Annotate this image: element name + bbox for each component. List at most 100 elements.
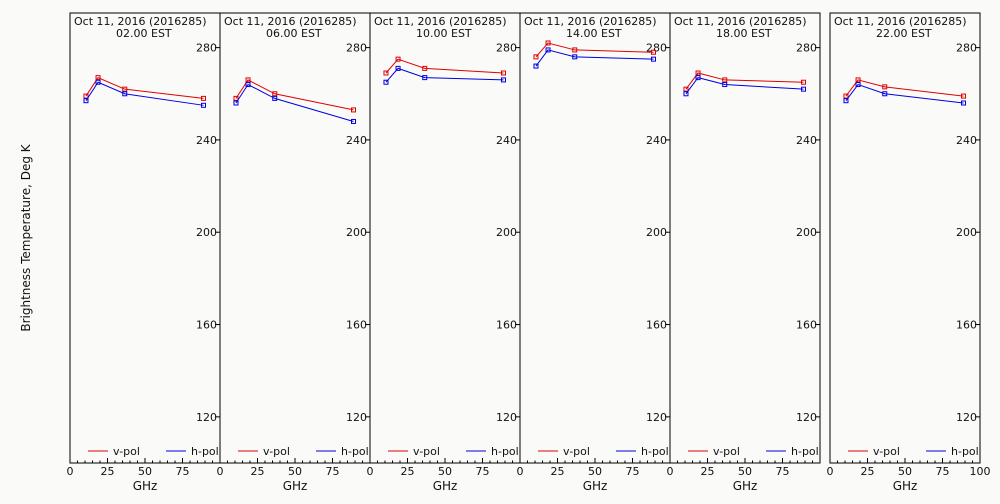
y-tick-label-2-160: 160 [346, 319, 367, 332]
legend-label-h-pol-3: h-pol [491, 445, 519, 458]
data-point-h-pol-6-2 [855, 82, 861, 88]
series-line-h-pol-6 [845, 83, 964, 104]
y-tick-label-6-160: 160 [956, 319, 977, 332]
y-tick-label-1-200: 200 [196, 226, 217, 239]
legend-label-v-pol-3: v-pol [413, 445, 440, 458]
x-tick-label-2-25: 25 [251, 465, 265, 478]
data-point-v-pol-5-3 [722, 77, 728, 83]
y-tick-label-1-240: 240 [196, 134, 217, 147]
x-tick-label-2-0: 0 [217, 465, 224, 478]
y-tick-label-1-280: 280 [196, 42, 217, 55]
legend-label-h-pol-4: h-pol [641, 445, 669, 458]
data-point-h-pol-6-1 [843, 98, 849, 104]
data-point-h-pol-5-4 [801, 86, 806, 92]
x-axis-label-4: GHz [583, 479, 608, 493]
data-point-h-pol-4-4 [651, 56, 656, 62]
data-point-h-pol-2-3 [272, 95, 278, 101]
y-tick-label-6-200: 200 [956, 226, 977, 239]
y-tick-label-2-280: 280 [346, 42, 367, 55]
series-line-v-pol-3 [385, 58, 504, 74]
y-tick-label-4-200: 200 [646, 226, 667, 239]
data-point-v-pol-2-2 [245, 77, 251, 83]
x-tick-label-3-25: 25 [401, 465, 415, 478]
data-point-v-pol-1-1 [83, 93, 89, 99]
x-tick-label-1-25: 25 [101, 465, 115, 478]
y-tick-label-6-240: 240 [956, 134, 977, 147]
x-tick-label-2-75: 75 [326, 465, 340, 478]
y-tick-label-3-200: 200 [496, 226, 517, 239]
y-tick-label-3-160: 160 [496, 319, 517, 332]
x-axis-label-6: GHz [893, 479, 918, 493]
data-point-v-pol-2-3 [272, 91, 278, 97]
y-axis-label: Brightness Temperature, Deg K [19, 143, 33, 331]
x-tick-label-6-25: 25 [861, 465, 875, 478]
x-axis-label-3: GHz [433, 479, 458, 493]
data-point-h-pol-3-4 [501, 77, 506, 83]
data-point-v-pol-5-2 [695, 70, 701, 76]
y-tick-label-3-240: 240 [496, 134, 517, 147]
data-point-h-pol-1-3 [122, 91, 128, 97]
panel-title-2: Oct 11, 2016 (2016285) [224, 15, 357, 28]
y-tick-label-3-120: 120 [496, 411, 517, 424]
panel-subtitle-6: 22.00 EST [876, 27, 932, 40]
y-tick-label-2-120: 120 [346, 411, 367, 424]
data-point-v-pol-3-3 [422, 65, 428, 71]
data-point-h-pol-3-1 [383, 79, 389, 85]
x-tick-label-4-75: 75 [626, 465, 640, 478]
x-tick-label-4-50: 50 [588, 465, 602, 478]
series-line-v-pol-1 [85, 76, 204, 99]
data-point-h-pol-2-4 [351, 118, 356, 124]
series-line-v-pol-5 [685, 72, 804, 90]
x-tick-label-6-50: 50 [898, 465, 912, 478]
legend-label-h-pol-2: h-pol [341, 445, 369, 458]
x-tick-label-2-50: 50 [288, 465, 302, 478]
data-point-h-pol-3-3 [422, 75, 428, 81]
data-point-h-pol-5-1 [683, 91, 689, 97]
legend-label-h-pol-1: h-pol [191, 445, 219, 458]
data-point-h-pol-4-3 [572, 54, 578, 60]
x-axis-label-2: GHz [283, 479, 308, 493]
panel-title-1: Oct 11, 2016 (2016285) [74, 15, 207, 28]
y-tick-label-4-120: 120 [646, 411, 667, 424]
panel-subtitle-3: 10.00 EST [416, 27, 472, 40]
y-tick-label-1-160: 160 [196, 319, 217, 332]
legend-label-h-pol-6: h-pol [951, 445, 979, 458]
data-point-v-pol-6-4 [961, 93, 966, 99]
data-point-h-pol-4-1 [533, 63, 539, 69]
data-point-h-pol-6-3 [882, 91, 888, 97]
legend-label-v-pol-1: v-pol [113, 445, 140, 458]
data-point-v-pol-4-3 [572, 47, 578, 53]
data-point-h-pol-4-2 [545, 47, 551, 53]
data-point-v-pol-3-4 [501, 70, 506, 76]
y-tick-label-4-280: 280 [646, 42, 667, 55]
y-tick-label-6-280: 280 [956, 42, 977, 55]
data-point-v-pol-3-2 [395, 56, 401, 62]
legend-label-v-pol-6: v-pol [873, 445, 900, 458]
data-point-v-pol-4-2 [545, 40, 551, 46]
data-point-h-pol-5-3 [722, 82, 728, 88]
series-line-v-pol-6 [845, 79, 964, 97]
y-tick-label-1-120: 120 [196, 411, 217, 424]
data-point-v-pol-5-1 [683, 86, 689, 92]
data-point-v-pol-6-2 [855, 77, 861, 83]
panel-title-5: Oct 11, 2016 (2016285) [674, 15, 807, 28]
data-point-h-pol-2-1 [233, 100, 239, 106]
y-tick-label-5-280: 280 [796, 42, 817, 55]
panel-subtitle-2: 06.00 EST [266, 27, 322, 40]
y-tick-label-2-200: 200 [346, 226, 367, 239]
data-point-h-pol-5-2 [695, 75, 701, 81]
panel-title-4: Oct 11, 2016 (2016285) [524, 15, 657, 28]
y-tick-label-3-280: 280 [496, 42, 517, 55]
data-point-v-pol-3-1 [383, 70, 389, 76]
legend-label-v-pol-2: v-pol [263, 445, 290, 458]
series-line-h-pol-1 [85, 81, 204, 106]
y-tick-label-4-160: 160 [646, 319, 667, 332]
data-point-v-pol-2-4 [351, 107, 356, 113]
legend-label-h-pol-5: h-pol [791, 445, 819, 458]
panel-title-3: Oct 11, 2016 (2016285) [374, 15, 507, 28]
x-tick-label-4-0: 0 [517, 465, 524, 478]
data-point-v-pol-4-4 [651, 49, 656, 55]
y-tick-label-6-120: 120 [956, 411, 977, 424]
